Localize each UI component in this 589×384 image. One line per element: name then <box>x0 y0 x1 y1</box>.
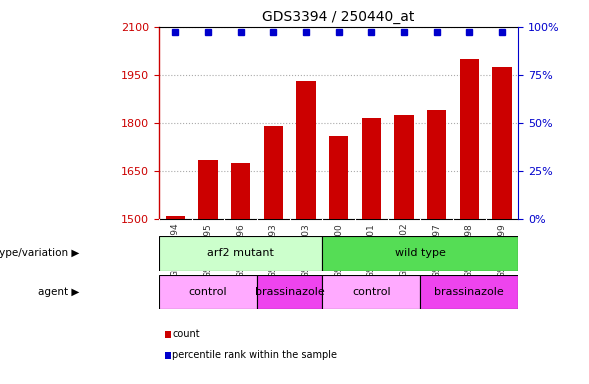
Text: percentile rank within the sample: percentile rank within the sample <box>173 350 337 360</box>
Text: brassinazole: brassinazole <box>255 287 325 297</box>
Text: GSM282695: GSM282695 <box>204 223 213 278</box>
Text: GSM282696: GSM282696 <box>236 223 245 278</box>
Text: genotype/variation ▶: genotype/variation ▶ <box>0 248 80 258</box>
Text: GSM282703: GSM282703 <box>302 223 310 278</box>
Bar <box>459 59 479 219</box>
Bar <box>322 236 518 271</box>
Title: GDS3394 / 250440_at: GDS3394 / 250440_at <box>263 10 415 25</box>
Bar <box>322 275 421 309</box>
Text: agent ▶: agent ▶ <box>38 287 80 297</box>
Text: GSM282699: GSM282699 <box>498 223 507 278</box>
Bar <box>394 115 414 219</box>
Text: control: control <box>352 287 391 297</box>
Text: control: control <box>188 287 227 297</box>
Bar <box>329 136 349 219</box>
Text: GSM282702: GSM282702 <box>399 223 409 278</box>
Bar <box>198 160 218 219</box>
Bar <box>296 81 316 219</box>
Bar <box>263 126 283 219</box>
Text: GSM282693: GSM282693 <box>269 223 278 278</box>
Text: GSM282697: GSM282697 <box>432 223 441 278</box>
Text: count: count <box>173 329 200 339</box>
Text: GSM282701: GSM282701 <box>367 223 376 278</box>
Bar <box>427 110 446 219</box>
Bar <box>231 163 250 219</box>
Bar <box>159 275 257 309</box>
Bar <box>362 118 381 219</box>
Text: GSM282698: GSM282698 <box>465 223 474 278</box>
Text: arf2 mutant: arf2 mutant <box>207 248 274 258</box>
Bar <box>166 216 185 219</box>
Text: GSM282700: GSM282700 <box>334 223 343 278</box>
Bar <box>492 67 512 219</box>
Text: brassinazole: brassinazole <box>435 287 504 297</box>
Text: GSM282694: GSM282694 <box>171 223 180 278</box>
Text: wild type: wild type <box>395 248 446 258</box>
Bar <box>257 275 322 309</box>
Bar <box>159 236 322 271</box>
Bar <box>421 275 518 309</box>
